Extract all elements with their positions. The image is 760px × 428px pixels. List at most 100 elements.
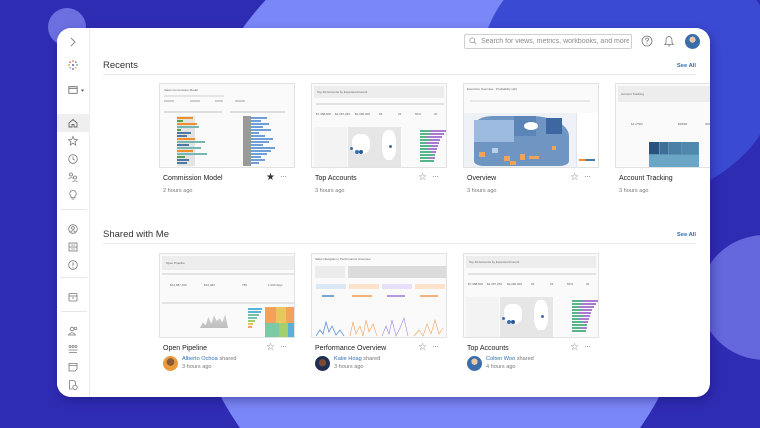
tableau-logo-icon[interactable] (65, 57, 81, 73)
star-icon[interactable] (65, 133, 81, 149)
recent-card-overview: Executive Overview - Profitability (All)… (463, 83, 599, 194)
shared-heading: Shared with Me (103, 229, 170, 240)
explore-icon[interactable] (65, 257, 81, 273)
star-outline-icon[interactable]: ☆ (418, 172, 427, 183)
card-timestamp: 3 hours ago (619, 188, 649, 194)
app-window: Recents See All Sales Commission Model (57, 28, 710, 397)
thumb-title: Sales Commission Model (164, 88, 198, 92)
shared-card-performance-overview: Sales Navigation | Performance Overview (311, 253, 447, 371)
more-options-icon[interactable]: ··· (584, 172, 591, 181)
search-icon (469, 37, 477, 45)
users-icon[interactable] (65, 323, 81, 339)
window-dropdown-icon[interactable] (65, 82, 87, 98)
kpi-value: 780 (242, 283, 248, 287)
shared-label: shared (363, 356, 381, 362)
kpi-value: $2,090,000 (355, 112, 371, 116)
thumb-title: Executive Overview - Profitability (All) (467, 87, 517, 91)
kpi-value: 20 (434, 112, 438, 116)
chevron-right-icon[interactable] (65, 34, 81, 50)
card-timestamp: 3 hours ago (467, 188, 497, 194)
workbook-thumbnail[interactable]: Top 20 Accounts by Expected Amount $7,38… (463, 253, 599, 338)
shared-label: shared (516, 356, 534, 362)
more-options-icon[interactable]: ··· (584, 342, 591, 351)
kpi-value: $283M (678, 122, 688, 126)
shared-see-all-link[interactable]: See All (676, 232, 696, 238)
archive-icon[interactable] (65, 289, 81, 305)
workbook-thumbnail[interactable]: Sales Commission Model (159, 83, 295, 168)
card-title[interactable]: Overview (467, 175, 497, 182)
user-link[interactable]: Katie Hoag (334, 356, 362, 362)
more-options-icon[interactable]: ··· (280, 172, 287, 181)
card-title[interactable]: Account Tracking (619, 175, 673, 182)
kpi-value: 20 (586, 282, 590, 286)
workbook-thumbnail[interactable]: Open Pipeline $12,987,200 $16,480 780 1,… (159, 253, 295, 338)
star-outline-icon[interactable]: ☆ (570, 342, 579, 353)
workbook-thumbnail[interactable]: Account Tracking $1,279M $283M 300 5 13 (615, 83, 710, 168)
search-box[interactable] (464, 33, 632, 49)
card-title[interactable]: Commission Model (163, 175, 223, 182)
help-icon[interactable] (641, 35, 653, 47)
workbook-thumbnail[interactable]: Executive Overview - Profitability (All) (463, 83, 599, 168)
thumb-title: Top 20 Accounts by Expected Amount (469, 260, 520, 264)
card-timestamp: 3 hours ago (182, 364, 212, 370)
thumb-title: Open Pipeline (166, 261, 185, 265)
kpi-value: 94 (531, 282, 535, 286)
thumb-title: Top 20 Accounts by Expected Amount (317, 90, 368, 94)
groups-icon[interactable] (65, 341, 81, 357)
recent-card-account-tracking: Account Tracking $1,279M $283M 300 5 13 … (615, 83, 710, 194)
search-input[interactable] (481, 37, 629, 45)
shared-users-icon[interactable] (65, 169, 81, 185)
workbook-thumbnail[interactable]: Sales Navigation | Performance Overview (311, 253, 447, 338)
workbook-thumbnail[interactable]: Top 20 Accounts by Expected Amount $7,38… (311, 83, 447, 168)
metrics-icon[interactable] (65, 239, 81, 255)
card-timestamp: 4 hours ago (486, 364, 516, 370)
avatar[interactable] (467, 356, 482, 371)
user-link[interactable]: Colten Woo (486, 356, 516, 362)
recent-card-commission-model: Sales Commission Model (159, 83, 295, 194)
star-outline-icon[interactable]: ☆ (570, 172, 579, 183)
shared-by: Alberto Ochoa shared (182, 356, 236, 362)
sidebar-divider (61, 209, 87, 210)
recents-see-all-link[interactable]: See All (676, 63, 696, 69)
tasks-icon[interactable] (65, 377, 81, 393)
more-options-icon[interactable]: ··· (432, 172, 439, 181)
calendar-icon[interactable] (65, 359, 81, 375)
collections-icon[interactable] (65, 221, 81, 237)
clock-icon[interactable] (65, 151, 81, 167)
thumb-title: Sales Navigation | Performance Overview (315, 257, 371, 261)
sidebar (57, 28, 90, 397)
kpi-value: $7,388,000 (468, 282, 484, 286)
more-options-icon[interactable]: ··· (432, 342, 439, 351)
card-title[interactable]: Performance Overview (315, 345, 387, 352)
kpi-value: $4,087,250 (487, 282, 503, 286)
top-bar (464, 32, 700, 50)
recent-card-top-accounts: Top 20 Accounts by Expected Amount $7,38… (311, 83, 447, 194)
user-link[interactable]: Alberto Ochoa (182, 356, 218, 362)
more-options-icon[interactable]: ··· (280, 342, 287, 351)
kpi-value: 22 (550, 282, 554, 286)
card-title[interactable]: Top Accounts (467, 345, 509, 352)
user-avatar[interactable] (685, 33, 700, 49)
recents-heading: Recents (103, 60, 138, 71)
kpi-value: 1,000 days (268, 283, 283, 287)
star-outline-icon[interactable]: ☆ (418, 342, 427, 353)
card-title[interactable]: Top Accounts (315, 175, 357, 182)
shared-by: Colten Woo shared (486, 356, 534, 362)
thumb-title: Account Tracking (621, 92, 645, 96)
shared-card-open-pipeline: Open Pipeline $12,987,200 $16,480 780 1,… (159, 253, 295, 371)
main-content: Recents See All Sales Commission Model (90, 28, 710, 397)
bell-icon[interactable] (663, 35, 675, 47)
card-timestamp: 2 hours ago (163, 188, 193, 194)
star-outline-icon[interactable]: ☆ (266, 342, 275, 353)
lightbulb-icon[interactable] (65, 187, 81, 203)
card-timestamp: 3 hours ago (334, 364, 364, 370)
section-divider (103, 74, 696, 75)
card-title[interactable]: Open Pipeline (163, 345, 207, 352)
kpi-value: $1,279M (631, 122, 643, 126)
home-icon[interactable] (65, 115, 81, 131)
star-filled-icon[interactable]: ★ (266, 172, 275, 183)
avatar[interactable] (315, 356, 330, 371)
avatar[interactable] (163, 356, 178, 371)
sidebar-divider (61, 277, 87, 278)
kpi-value: 50% (567, 282, 574, 286)
